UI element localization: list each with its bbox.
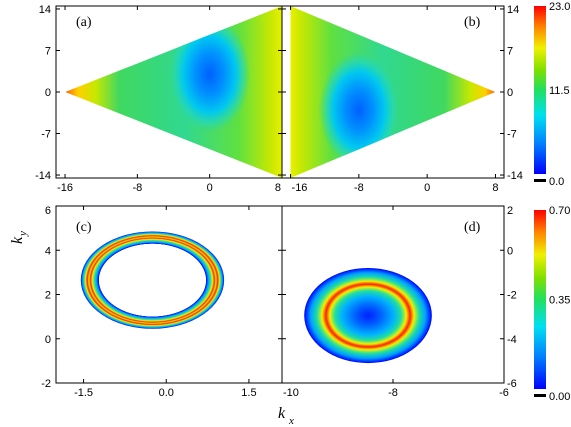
panel-c: -1.5 0.0 1.5 -2 0 2 4 6 (c) (41, 205, 283, 399)
panel-b-minimum (318, 51, 399, 169)
x-tick-label: -16 (292, 182, 308, 194)
panel-d-label: (d) (464, 220, 481, 235)
colorbar-bottom-mid-label: 0.35 (549, 295, 570, 307)
x-tick-label: -16 (57, 182, 73, 194)
panel-d: -10 -8 -6-6 -4 -2 0 2 (d) (281, 205, 517, 399)
x-axis-title-sub: x (288, 415, 294, 427)
y-tick-label: 0 (507, 87, 513, 99)
x-tick-label: -10 (283, 387, 299, 399)
y-tick-label: 2 (507, 205, 513, 217)
colorbar-bottom: 0.70 0.35 0.00 (534, 205, 570, 403)
x-tick-label: 8 (275, 182, 281, 194)
panel-c-ring (80, 231, 225, 329)
y-tick-label: 14 (507, 4, 519, 16)
panel-a: -16 -8 0 8 -14 -7 0 7 14 (a) (35, 4, 283, 194)
y-axis-title: k y (9, 231, 29, 244)
y-axis-title-main: k (9, 236, 26, 244)
colorbar-top-zero-mark (534, 179, 546, 182)
y-tick-label: 2 (45, 290, 51, 302)
colorbar-top-max-label: 23.0 (549, 1, 570, 13)
y-tick-label: -7 (507, 129, 517, 141)
y-tick-label: 0 (45, 87, 51, 99)
colorbar-top-min-label: 0.0 (549, 176, 564, 188)
panel-b-label: (b) (464, 15, 481, 30)
colorbar-bottom-max-label: 0.70 (549, 205, 570, 217)
y-tick-label: -2 (41, 378, 51, 390)
y-tick-label: 6 (45, 205, 51, 217)
y-tick-label: 14 (39, 4, 51, 16)
colorbar-bottom-min-label: 0.00 (549, 391, 570, 403)
y-tick-label: 7 (45, 45, 51, 57)
y-tick-label: 7 (507, 45, 513, 57)
y-tick-label: -7 (41, 129, 51, 141)
y-tick-label: -2 (507, 290, 517, 302)
x-tick-label: -6 (499, 387, 509, 399)
x-axis-title-main: k (278, 405, 286, 422)
x-tick-label: -1.5 (74, 387, 93, 399)
colorbar-top: 23.0 11.5 0.0 (534, 1, 570, 188)
panel-c-label: (c) (76, 220, 92, 235)
panel-a-minimum (169, 15, 251, 133)
panel-d-disk (304, 267, 432, 364)
x-tick-label: -8 (354, 182, 364, 194)
colorbar-top-mid-label: 11.5 (549, 85, 570, 97)
y-tick-label: -14 (35, 170, 51, 182)
x-tick-label: -8 (388, 387, 398, 399)
x-tick-label: -8 (132, 182, 142, 194)
y-tick-label: -4 (507, 334, 517, 346)
x-tick-label: 8 (492, 182, 498, 194)
y-tick-label: 0 (507, 245, 513, 257)
y-axis-title-sub: y (17, 231, 29, 237)
x-tick-label: 0.0 (159, 387, 174, 399)
y-tick-label: -6 (507, 378, 517, 390)
y-tick-label: 0 (45, 334, 51, 346)
x-tick-label: 0 (424, 182, 430, 194)
colorbar-bottom-zero-mark (534, 394, 546, 397)
x-tick-label: 0 (207, 182, 213, 194)
y-tick-label: 4 (45, 245, 51, 257)
panel-b: -16 -8 0 8 -14 -7 0 7 14 (b) (281, 4, 523, 194)
y-tick-label: -14 (507, 170, 523, 182)
colorbar-top-bar (534, 6, 546, 174)
x-tick-label: 1.5 (241, 387, 256, 399)
colorbar-bottom-bar (534, 210, 546, 389)
x-axis-title: k x (278, 405, 294, 427)
panel-a-label: (a) (76, 15, 92, 30)
